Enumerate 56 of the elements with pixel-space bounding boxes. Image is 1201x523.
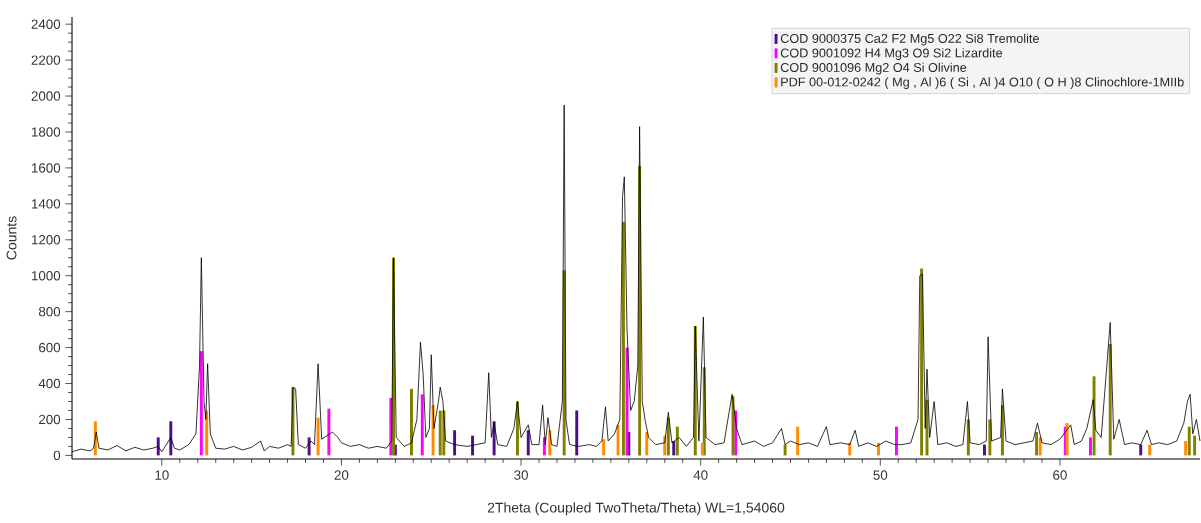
legend-label: COD 9001096 Mg2 O4 Si Olivine <box>780 62 967 75</box>
legend-label: COD 9000375 Ca2 F2 Mg5 O22 Si8 Tremolite <box>780 33 1039 46</box>
x-tick-label: 20 <box>334 470 349 480</box>
y-tick-label: 200 <box>39 414 61 425</box>
y-tick-label: 1400 <box>32 199 61 209</box>
x-tick-label: 10 <box>155 470 169 480</box>
bar <box>169 421 173 456</box>
x-tick-label: 50 <box>873 470 888 480</box>
bar <box>894 426 898 456</box>
y-tick-label: 400 <box>38 378 61 389</box>
bar <box>983 444 986 456</box>
bar <box>1139 444 1143 456</box>
y-tick-label: 1800 <box>32 127 61 137</box>
bar <box>575 410 579 456</box>
y-tick-label: 1000 <box>32 271 61 281</box>
bar <box>1184 441 1188 456</box>
y-tick-label: 1600 <box>32 163 61 173</box>
x-tick-label: 40 <box>693 470 708 480</box>
bar <box>988 419 992 456</box>
bar <box>675 426 679 456</box>
legend-label: COD 9001092 H4 Mg3 O9 Si2 Lizardite <box>780 48 1003 60</box>
bar <box>602 439 606 456</box>
bar <box>672 441 676 456</box>
y-tick-label: 1200 <box>32 235 61 245</box>
y-tick-label: 2200 <box>31 55 61 65</box>
bar <box>783 444 787 456</box>
bar <box>616 424 620 456</box>
bar <box>701 442 704 456</box>
bar <box>199 351 203 456</box>
bar <box>920 268 924 456</box>
bar <box>438 410 442 456</box>
y-tick-label: 600 <box>39 342 61 353</box>
bar <box>471 435 475 456</box>
bar <box>316 417 320 456</box>
bar <box>1148 444 1152 456</box>
bar <box>1088 437 1092 456</box>
bar <box>621 221 625 456</box>
legend-label: PDF 00-012-0242 ( Mg , Al )6 ( Si , Al )4 O10 ( O H )8 Clinochlore-1MIIb <box>781 77 1184 89</box>
y-axis-title: Counts <box>6 216 17 260</box>
bar <box>420 394 424 456</box>
bar <box>327 408 331 456</box>
bar <box>1035 432 1039 456</box>
x-tick-label: 30 <box>514 470 528 480</box>
bar <box>526 430 530 456</box>
bar <box>796 426 800 456</box>
y-tick-label: 2000 <box>31 91 61 101</box>
x-axis-title: 2Theta (Coupled TwoTheta/Theta) WL=1,54060 <box>487 502 785 516</box>
y-tick-label: 2400 <box>31 19 61 29</box>
bar <box>645 432 649 456</box>
y-tick-label: 0 <box>53 450 61 461</box>
bar <box>410 388 413 456</box>
y-tick-label: 800 <box>38 306 61 317</box>
x-tick-label: 60 <box>1053 470 1067 480</box>
bar <box>1187 426 1191 456</box>
bar <box>1193 435 1197 456</box>
bar <box>453 430 457 456</box>
